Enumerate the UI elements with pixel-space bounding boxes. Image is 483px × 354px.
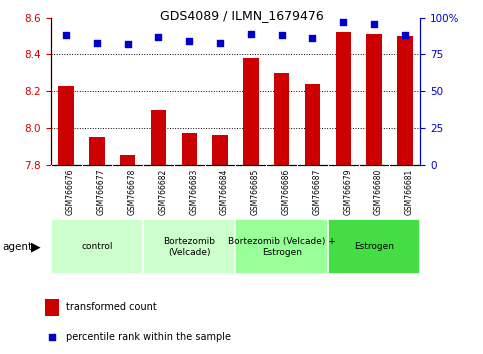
Bar [89,137,105,165]
Text: control: control [81,242,113,251]
Point [48,335,56,340]
Point [278,33,285,38]
Bar [151,109,166,165]
Point [401,33,409,38]
Bar [182,133,197,165]
Point [155,34,162,40]
Text: GSM766687: GSM766687 [313,169,322,215]
Point [62,33,70,38]
Text: Bortezomib (Velcade) +
Estrogen: Bortezomib (Velcade) + Estrogen [228,237,336,257]
Point [124,41,131,47]
Bar [243,58,258,165]
Point [340,19,347,25]
Bar [236,219,328,274]
Point [247,31,255,37]
Bar [274,73,289,165]
Bar [305,84,320,165]
Bar [120,155,135,165]
Bar [143,219,236,274]
Text: GSM766684: GSM766684 [220,169,229,215]
Text: GSM766681: GSM766681 [405,169,414,215]
Point [185,38,193,44]
Text: GSM766686: GSM766686 [282,169,291,215]
Text: GSM766680: GSM766680 [374,169,383,215]
Text: GSM766678: GSM766678 [128,169,137,215]
Bar [51,219,143,274]
Text: GSM766677: GSM766677 [97,169,106,216]
Bar [58,86,74,165]
Text: GSM766685: GSM766685 [251,169,260,215]
Bar [328,219,420,274]
Text: GSM766682: GSM766682 [158,169,168,215]
Bar [397,36,412,165]
Bar [366,34,382,165]
Text: GDS4089 / ILMN_1679476: GDS4089 / ILMN_1679476 [159,9,324,22]
Text: percentile rank within the sample: percentile rank within the sample [66,332,231,342]
Text: GSM766676: GSM766676 [66,169,75,216]
Text: ▶: ▶ [31,240,41,253]
Bar [45,299,58,315]
Text: transformed count: transformed count [66,302,157,312]
Point [216,40,224,46]
Point [370,21,378,27]
Point [309,35,316,41]
Point [93,40,101,46]
Text: Bortezomib
(Velcade): Bortezomib (Velcade) [163,237,215,257]
Text: agent: agent [2,242,32,252]
Text: Estrogen: Estrogen [354,242,394,251]
Bar [213,135,228,165]
Bar [336,32,351,165]
Text: GSM766683: GSM766683 [189,169,199,215]
Text: GSM766679: GSM766679 [343,169,352,216]
